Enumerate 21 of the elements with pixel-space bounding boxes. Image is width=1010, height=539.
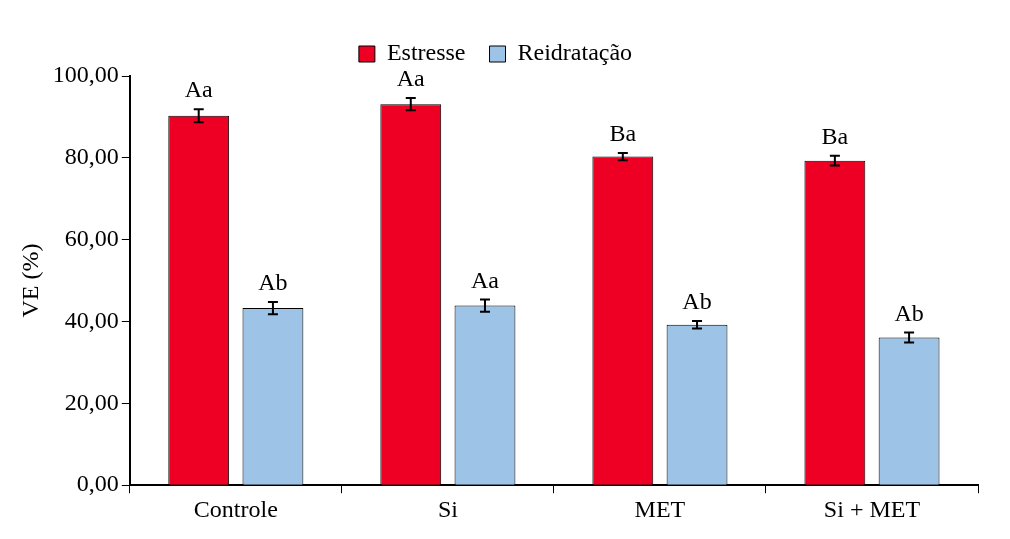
y-tick-label: 40,00 bbox=[64, 306, 119, 333]
y-tick-label: 20,00 bbox=[64, 388, 119, 415]
y-tick-label: 60,00 bbox=[64, 224, 119, 251]
x-tick-label: Si + MET bbox=[823, 495, 921, 522]
data-label: Aa bbox=[396, 65, 426, 92]
data-label: Ba bbox=[821, 123, 849, 150]
data-label: Aa bbox=[470, 266, 500, 293]
legend-label: Reidratação bbox=[517, 39, 633, 66]
data-label: Ab bbox=[258, 269, 288, 296]
data-label: Ab bbox=[682, 288, 712, 315]
y-tick-label: 80,00 bbox=[64, 143, 119, 170]
data-label: Ba bbox=[609, 120, 637, 147]
x-tick-label: Si bbox=[437, 495, 459, 522]
x-tick-label: MET bbox=[634, 495, 686, 522]
y-tick-label: 100,00 bbox=[52, 61, 119, 88]
legend-label: Estresse bbox=[386, 39, 466, 66]
x-tick-label: Controle bbox=[193, 495, 278, 522]
y-tick-label: 0,00 bbox=[76, 470, 119, 497]
data-label: Aa bbox=[184, 76, 214, 103]
y-axis-title: VE (%) bbox=[16, 243, 43, 318]
data-label: Ab bbox=[894, 299, 924, 326]
